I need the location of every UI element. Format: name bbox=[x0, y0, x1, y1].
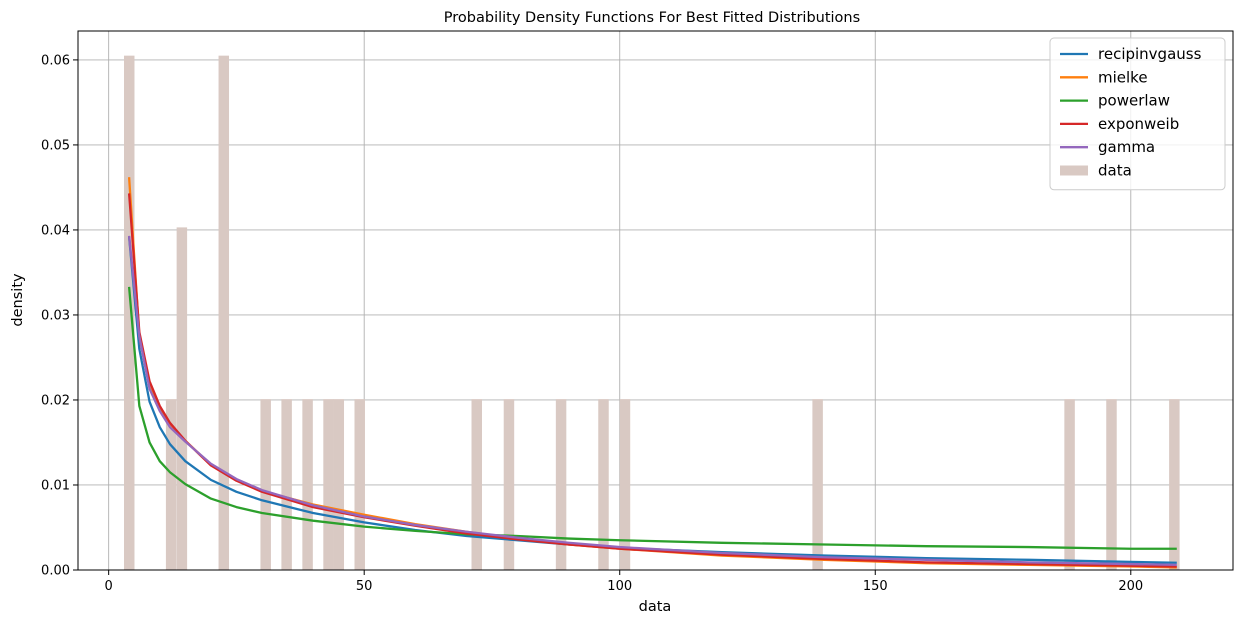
legend-swatch-data bbox=[1060, 165, 1088, 176]
histogram-bar-12 bbox=[555, 399, 567, 570]
x-tick-label-3: 150 bbox=[863, 579, 888, 594]
y-tick-label-3: 0.03 bbox=[41, 308, 70, 323]
legend-label-recipinvgauss: recipinvgauss bbox=[1098, 45, 1202, 63]
histogram-bar-6 bbox=[302, 399, 313, 570]
histogram-bar-7 bbox=[323, 399, 334, 570]
legend-label-mielke: mielke bbox=[1098, 68, 1148, 86]
legend-box bbox=[1049, 37, 1226, 191]
legend-label-gamma: gamma bbox=[1098, 138, 1155, 156]
x-axis-label: data bbox=[639, 599, 672, 615]
x-tick-label-0: 0 bbox=[105, 579, 113, 594]
histogram-bar-3 bbox=[218, 55, 230, 570]
histogram-bar-10 bbox=[471, 399, 482, 570]
histogram-bar-5 bbox=[281, 399, 292, 570]
series-line-powerlaw bbox=[127, 286, 1177, 550]
legend: recipinvgauss mielke powerlaw exponweib gamm… bbox=[1049, 37, 1226, 191]
y-tick-label-4: 0.04 bbox=[41, 223, 70, 238]
y-tick-label-2: 0.02 bbox=[41, 393, 70, 408]
series-line-gamma bbox=[127, 235, 1177, 567]
histogram-bar-11 bbox=[503, 399, 515, 570]
x-axis-ticks: 0 50 100 150 200 bbox=[105, 570, 1143, 594]
histogram-bar-14 bbox=[619, 399, 631, 570]
series-lines bbox=[127, 177, 1177, 569]
histogram-bar-13 bbox=[598, 399, 609, 570]
histogram bbox=[123, 55, 1180, 571]
histogram-bar-8 bbox=[333, 399, 345, 570]
y-axis-label: density bbox=[10, 273, 26, 327]
histogram-bar-0 bbox=[123, 55, 135, 570]
series-line-recipinvgauss bbox=[127, 236, 1177, 564]
chart-title: Probability Density Functions For Best F… bbox=[444, 10, 860, 26]
legend-label-data: data bbox=[1098, 162, 1132, 180]
histogram-bar-17 bbox=[1106, 399, 1117, 570]
y-tick-label-5: 0.05 bbox=[41, 138, 70, 153]
legend-label-powerlaw: powerlaw bbox=[1098, 92, 1170, 110]
histogram-bar-1 bbox=[165, 399, 177, 570]
y-tick-label-6: 0.06 bbox=[41, 53, 70, 68]
histogram-bar-15 bbox=[812, 399, 823, 570]
y-axis-ticks: 0.00 0.01 0.02 0.03 0.04 0.05 0.06 bbox=[41, 53, 78, 579]
x-tick-label-2: 100 bbox=[607, 579, 632, 594]
histogram-bar-9 bbox=[354, 399, 365, 570]
histogram-bar-4 bbox=[260, 399, 271, 570]
x-tick-label-4: 200 bbox=[1118, 579, 1143, 594]
plot-frame bbox=[77, 30, 1234, 571]
histogram-bar-18 bbox=[1169, 399, 1180, 570]
x-tick-label-1: 50 bbox=[356, 579, 373, 594]
y-tick-label-0: 0.00 bbox=[41, 564, 70, 579]
y-tick-label-1: 0.01 bbox=[41, 478, 70, 493]
histogram-bar-16 bbox=[1064, 399, 1075, 570]
legend-label-exponweib: exponweib bbox=[1098, 115, 1179, 133]
histogram-bar-2 bbox=[176, 227, 188, 571]
